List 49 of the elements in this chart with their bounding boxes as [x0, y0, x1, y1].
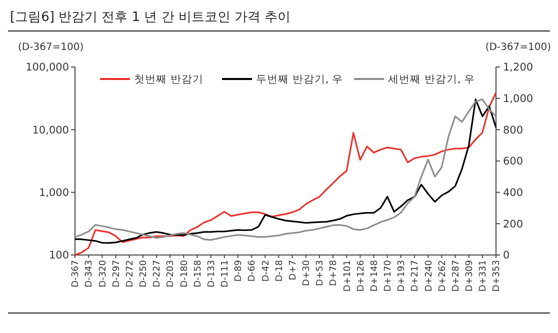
x-tick-label: D-180 [180, 260, 190, 288]
y-tick-label: 10,000 [32, 124, 69, 136]
x-tick-label: D-297 [112, 260, 122, 288]
x-tick-label: D+126 [356, 260, 366, 292]
y2-tick-label: 200 [503, 218, 524, 230]
x-tick-label: D+353 [492, 260, 502, 292]
y-tick-label: 100,000 [26, 62, 69, 74]
x-tick-label: D+217 [410, 260, 421, 292]
x-tick-label: D+240 [424, 260, 434, 292]
x-tick-label: D+331 [478, 260, 489, 292]
x-tick-label: D-89 [234, 260, 244, 282]
y2-tick-label: 800 [503, 124, 524, 136]
x-tick-label: D+53 [316, 260, 326, 286]
y-tick-label: 100 [48, 250, 69, 262]
x-tick-label: D-66 [248, 260, 258, 282]
x-tick-label: D-272 [125, 260, 136, 288]
x-tick-label: D+7 [288, 260, 298, 280]
y2-tick-label: 400 [503, 187, 524, 200]
y-axis-title: (D-367=100) [18, 42, 84, 53]
y2-tick-label: 600 [503, 156, 524, 168]
x-tick-label: D-250 [139, 260, 150, 288]
x-tick-label: D+148 [370, 260, 380, 292]
x-tick-label: D+193 [397, 260, 408, 292]
x-tick-label: D-18 [274, 260, 285, 282]
x-tick-label: D-158 [193, 260, 204, 288]
y2-tick-label: 0 [503, 250, 510, 262]
x-tick-label: D-133 [206, 260, 217, 288]
x-tick-label: D-343 [84, 260, 95, 288]
x-tick-label: D+309 [464, 260, 475, 292]
chart-title: [그림6] 반감기 전후 1 년 간 비트코인 가격 추이 [10, 10, 291, 25]
x-tick-label: D-367 [71, 260, 82, 288]
y2-axis-title: (D-367=100) [485, 42, 552, 53]
x-tick-label: D-227 [152, 260, 163, 288]
x-tick-label: D+170 [384, 260, 394, 292]
x-tick-label: D+30 [302, 260, 312, 286]
x-tick-label: D+101 [342, 260, 353, 292]
x-tick-label: D-42 [261, 260, 272, 282]
x-tick-label: D+262 [438, 260, 448, 292]
x-tick-label: D-203 [166, 260, 176, 288]
x-tick-label: D+287 [451, 260, 462, 292]
x-tick-label: D-320 [98, 260, 108, 288]
y-tick-label: 1,000 [38, 187, 69, 200]
legend-label: 두번째 반감기, 우 [256, 74, 344, 86]
x-tick-label: D+78 [329, 260, 340, 286]
y2-tick-label: 1,000 [503, 93, 534, 106]
legend-label: 세번째 반감기, 우 [388, 74, 476, 86]
legend-label: 첫번째 반감기 [134, 74, 204, 86]
x-tick-label: D-111 [220, 260, 231, 288]
y2-tick-label: 1,200 [503, 62, 534, 74]
